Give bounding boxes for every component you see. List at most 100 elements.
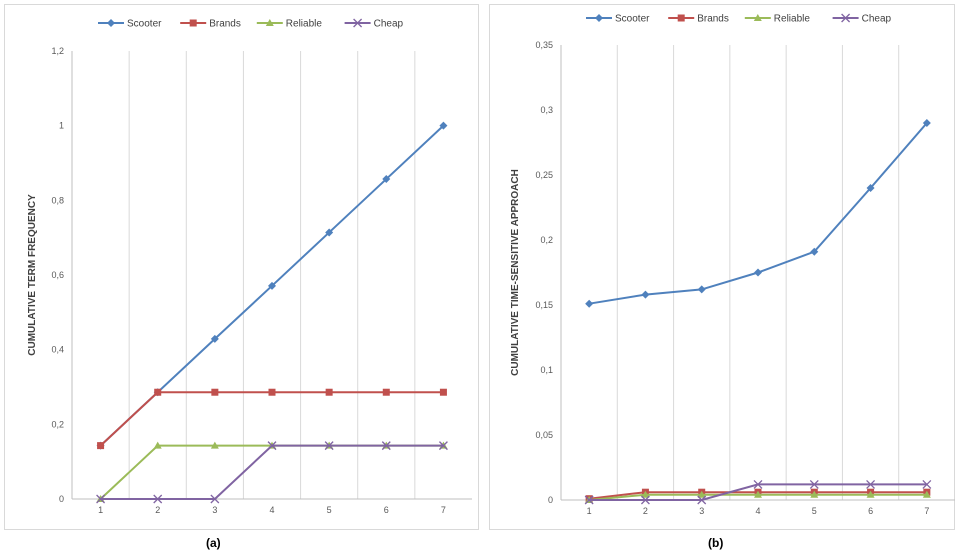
- legend-marker: [189, 19, 197, 27]
- x-tick-label: 6: [868, 506, 873, 516]
- y-tick-label: 0,3: [540, 105, 553, 115]
- series-line-scooter: [588, 122, 928, 305]
- y-tick-label: 0,05: [535, 430, 553, 440]
- y-axis-title: CUMULATIVE TERM FREQUENCY: [27, 194, 38, 356]
- legend-item-reliable: Reliable: [256, 19, 322, 30]
- x-tick-label: 2: [643, 506, 648, 516]
- chart-panel-b: 0 0,05 0,1 0,15 0,2 0,25 0,3 0,35 1 2 3 4 5 6 7 CUMULAT…: [489, 4, 955, 530]
- legend-label: Cheap: [862, 14, 892, 25]
- x-tick-label: 7: [441, 505, 446, 515]
- chart-panel-a: 0 0,2 0,4 0,6 0,8 1 1,2 1 2 3 4 5 6 7 CUMULATIVE TERM …: [4, 4, 479, 530]
- data-point: [382, 175, 391, 184]
- data-point: [324, 441, 334, 451]
- data-point: [922, 479, 932, 489]
- data-point: [325, 388, 333, 396]
- data-point: [439, 121, 448, 130]
- data-point: [153, 441, 162, 449]
- data-point: [585, 299, 594, 308]
- legend-marker: [107, 19, 115, 27]
- chart-b-svg: 0 0,05 0,1 0,15 0,2 0,25 0,3 0,35 1 2 3 4 5 6 7 CUMULAT…: [510, 13, 955, 516]
- data-point: [754, 490, 762, 498]
- series-brands: [97, 388, 447, 450]
- caption-a: (a): [206, 536, 221, 550]
- series-cheap: [584, 479, 932, 505]
- y-tick-label: 0: [548, 495, 553, 505]
- legend-marker: [353, 18, 363, 28]
- y-tick-label: 0: [59, 494, 64, 504]
- legend-label: Scooter: [615, 14, 650, 25]
- x-tick-label: 5: [327, 505, 332, 515]
- data-point: [641, 490, 650, 498]
- y-tick-label: 0,2: [540, 235, 553, 245]
- y-tick-label: 0,1: [540, 365, 553, 375]
- data-point: [96, 494, 106, 504]
- data-point: [325, 228, 334, 237]
- data-point: [268, 281, 276, 290]
- data-point: [697, 495, 707, 505]
- data-point: [866, 184, 875, 192]
- x-tick-label: 2: [155, 505, 160, 515]
- data-point: [809, 479, 819, 489]
- x-tick-label: 6: [384, 505, 389, 515]
- legend-marker: [841, 13, 851, 23]
- series-line-reliable: [99, 444, 444, 500]
- data-point: [641, 290, 650, 299]
- data-point: [697, 285, 706, 294]
- data-point: [438, 441, 448, 451]
- data-point: [810, 247, 819, 256]
- series-cheap: [96, 441, 448, 504]
- data-point: [382, 388, 390, 396]
- y-tick-label: 0,8: [51, 195, 64, 205]
- data-point: [210, 334, 219, 343]
- legend-item-brands: Brands: [668, 14, 729, 25]
- series-line-cheap: [100, 444, 444, 500]
- data-point: [154, 388, 162, 396]
- y-tick-label: 0,2: [51, 419, 64, 429]
- legend-label: Scooter: [127, 19, 162, 30]
- x-tick-label: 4: [269, 505, 274, 515]
- legend-marker: [265, 19, 274, 26]
- y-tick-label: 1,2: [51, 46, 64, 56]
- data-point: [922, 490, 931, 498]
- legend-item-reliable: Reliable: [744, 14, 811, 25]
- y-tick-label: 0,25: [535, 170, 553, 180]
- x-tick-label: 1: [587, 506, 592, 516]
- legend-item-scooter: Scooter: [98, 19, 162, 30]
- x-tick-label: 4: [755, 506, 760, 516]
- y-tick-label: 0,35: [535, 40, 553, 50]
- chart-a-svg: 0 0,2 0,4 0,6 0,8 1 1,2 1 2 3 4 5 6 7 CUMULATIVE TERM …: [27, 19, 472, 515]
- data-point: [866, 490, 875, 498]
- y-tick-label: 0,15: [535, 300, 553, 310]
- data-point: [210, 494, 220, 504]
- y-tick-label: 1: [59, 121, 64, 131]
- data-point: [753, 479, 763, 489]
- y-tick-label: 0,4: [51, 345, 64, 355]
- series-scooter: [585, 119, 931, 308]
- data-point: [810, 490, 819, 498]
- legend: Scooter Brands Reliable Cheap: [98, 19, 404, 30]
- legend-label: Cheap: [374, 19, 404, 30]
- data-point: [268, 388, 276, 396]
- data-point: [210, 441, 219, 449]
- legend-marker: [753, 14, 762, 21]
- legend-item-brands: Brands: [180, 19, 241, 30]
- legend-item-cheap: Cheap: [832, 13, 892, 25]
- data-point: [153, 494, 163, 504]
- data-point: [866, 479, 876, 489]
- data-point: [922, 119, 931, 127]
- data-point: [211, 388, 219, 396]
- data-point: [697, 490, 706, 498]
- legend-marker: [595, 14, 603, 22]
- x-tick-label: 3: [699, 506, 704, 516]
- series-line-brands: [99, 391, 444, 447]
- x-tick-label: 7: [924, 506, 929, 516]
- data-point: [267, 441, 277, 451]
- legend-label: Reliable: [774, 14, 811, 25]
- x-tick-label: 5: [812, 506, 817, 516]
- x-tick-label: 3: [212, 505, 217, 515]
- x-tick-label: 1: [98, 505, 103, 515]
- data-point: [584, 495, 594, 505]
- caption-b: (b): [708, 536, 724, 550]
- legend-label: Brands: [697, 14, 729, 25]
- data-point: [381, 441, 391, 451]
